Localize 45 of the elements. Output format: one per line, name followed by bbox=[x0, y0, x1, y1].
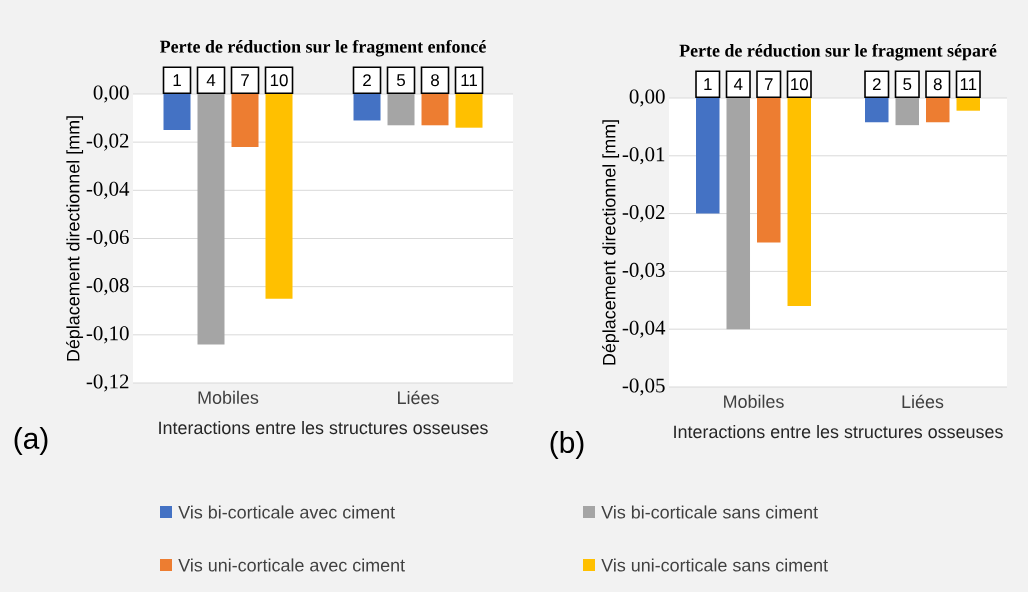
x-tick-label: Liées bbox=[902, 394, 944, 409]
y-tick-label: -0,01 bbox=[622, 147, 665, 165]
annotation: 7 bbox=[764, 78, 773, 91]
y-tick-label: -0,06 bbox=[86, 229, 129, 248]
annotation: 2 bbox=[363, 74, 371, 87]
annotation: 4 bbox=[733, 78, 743, 91]
y-tick-label: -0,02 bbox=[86, 133, 129, 151]
x-axis-title: Interactions entre les structures osseuses bbox=[159, 420, 488, 435]
annotation: 10 bbox=[791, 78, 809, 91]
chart-title: Perte de réduction sur le fragment séparé bbox=[679, 43, 997, 61]
y-tick-label: -0,08 bbox=[86, 278, 129, 296]
y-tick-label: -0,04 bbox=[86, 181, 130, 199]
annotation: 1 bbox=[173, 74, 181, 87]
text: (a) bbox=[14, 427, 48, 455]
annotation: 5 bbox=[396, 74, 405, 87]
annotation: 4 bbox=[206, 74, 216, 87]
annotation: 8 bbox=[933, 78, 942, 91]
y-tick-label: -0,02 bbox=[622, 205, 665, 223]
y-axis-title: Déplacement directionnel [mm] bbox=[602, 120, 620, 365]
legend-label: Vis uni-corticale sans ciment bbox=[601, 558, 828, 572]
annotation: 2 bbox=[872, 78, 881, 91]
x-tick-label: Mobiles bbox=[724, 394, 784, 408]
annotation: 11 bbox=[461, 74, 477, 87]
y-axis-title: Déplacement directionnel [mm] bbox=[66, 116, 84, 361]
annotation: 5 bbox=[903, 78, 912, 91]
annotation: 11 bbox=[960, 78, 977, 91]
x-tick-label: Mobiles bbox=[198, 390, 259, 404]
legend-label: Vis bi-corticale sans ciment bbox=[601, 505, 818, 519]
y-tick-label: 0,00 bbox=[629, 89, 665, 107]
annotation: 8 bbox=[431, 74, 439, 87]
x-axis-title: Interactions entre les structures osseuses bbox=[674, 424, 1003, 439]
x-tick-label: Liées bbox=[398, 390, 439, 405]
y-tick-label: -0,05 bbox=[622, 378, 665, 396]
legend-label: Vis bi-corticale avec ciment bbox=[178, 505, 395, 519]
y-tick-label: -0,12 bbox=[86, 374, 129, 392]
y-tick-label: -0,10 bbox=[86, 326, 129, 344]
y-tick-label: -0,04 bbox=[622, 320, 666, 338]
annotation: 7 bbox=[241, 74, 249, 87]
text: (b) bbox=[550, 431, 584, 459]
annotation: 1 bbox=[704, 78, 712, 91]
y-tick-label: -0,03 bbox=[622, 262, 665, 280]
annotation: 10 bbox=[270, 74, 288, 87]
chart-title: Perte de réduction sur le fragment enfoncé bbox=[159, 39, 486, 57]
y-tick-label: 0,00 bbox=[93, 85, 129, 103]
legend-label: Vis uni-corticale avec ciment bbox=[178, 558, 405, 572]
